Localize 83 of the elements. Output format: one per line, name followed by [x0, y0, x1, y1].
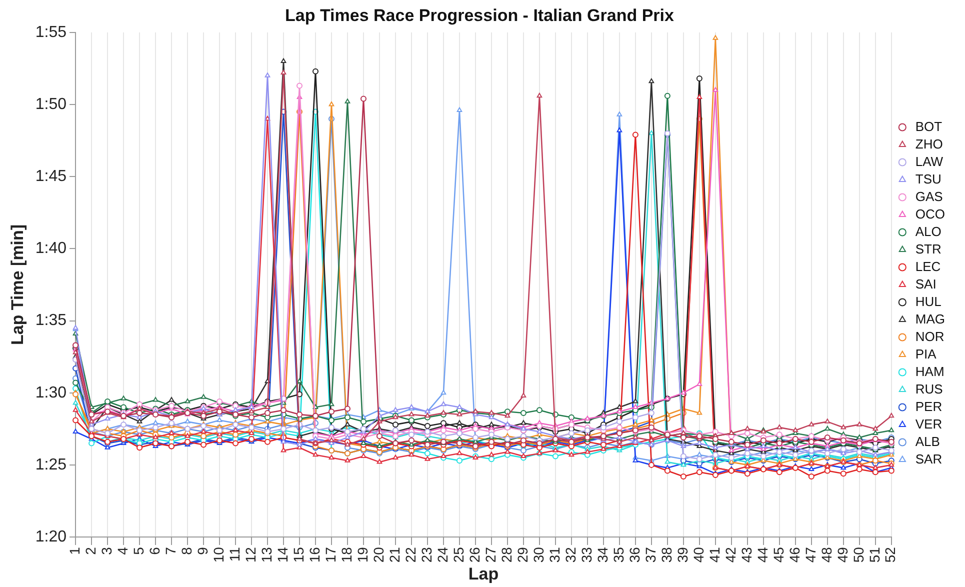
y-tick-label: 1:20: [35, 528, 67, 546]
x-tick-label: 47: [802, 546, 818, 563]
x-tick-label: 44: [754, 546, 770, 563]
legend-label: VER: [915, 416, 942, 432]
x-tick-label: 25: [450, 546, 466, 563]
x-tick-label: 16: [306, 546, 322, 563]
legend-label: HUL: [915, 294, 942, 309]
x-tick-label: 33: [578, 546, 594, 563]
x-tick-label: 49: [834, 546, 850, 563]
y-tick-label: 1:45: [35, 168, 67, 185]
legend-label: LAW: [915, 154, 944, 169]
legend-label: PIA: [915, 346, 937, 362]
x-tick-label: 48: [818, 546, 834, 563]
legend-label: NOR: [915, 328, 944, 344]
x-tick-label: 46: [786, 546, 802, 563]
legend-label: RUS: [915, 381, 944, 396]
legend-label: SAI: [915, 276, 936, 292]
x-tick-label: 9: [194, 546, 210, 555]
x-tick-label: 29: [514, 546, 530, 563]
legend-label: ZHO: [915, 136, 943, 152]
x-tick-label: 19: [354, 546, 370, 563]
legend-label: ALO: [915, 224, 942, 239]
y-tick-label: 1:50: [35, 96, 67, 113]
x-tick-label: 2: [82, 546, 98, 555]
x-tick-label: 20: [370, 546, 386, 563]
x-tick-label: 6: [146, 546, 162, 555]
y-axis-title: Lap Time [min]: [8, 224, 27, 346]
x-tick-label: 4: [114, 546, 130, 555]
legend-label: BOT: [915, 118, 942, 134]
x-tick-label: 35: [610, 546, 626, 563]
x-tick-label: 8: [178, 546, 194, 555]
legend-label: STR: [915, 241, 942, 256]
x-tick-label: 52: [882, 546, 898, 563]
y-tick-label: 1:40: [35, 240, 67, 258]
x-tick-label: 13: [258, 546, 274, 563]
x-tick-label: 50: [850, 546, 866, 563]
x-tick-label: 12: [242, 546, 258, 563]
x-tick-label: 30: [530, 546, 546, 563]
y-tick-label: 1:55: [35, 24, 67, 41]
x-tick-label: 1: [66, 546, 82, 555]
legend-label: ALB: [915, 434, 940, 449]
x-tick-label: 43: [738, 546, 754, 563]
y-tick-label: 1:30: [35, 384, 67, 402]
x-tick-label: 45: [770, 546, 786, 563]
x-tick-label: 24: [434, 546, 450, 563]
x-tick-label: 51: [866, 546, 882, 563]
x-tick-label: 11: [226, 546, 242, 562]
legend-label: MAG: [915, 311, 946, 326]
x-tick-label: 10: [210, 546, 226, 563]
chart-title: Lap Times Race Progression - Italian Grand Prix: [285, 6, 674, 25]
x-tick-label: 37: [642, 546, 658, 563]
x-tick-label: 17: [322, 546, 338, 563]
legend-label: OCO: [915, 206, 946, 222]
x-tick-label: 32: [562, 546, 578, 563]
x-tick-label: 3: [98, 546, 114, 555]
x-tick-label: 22: [402, 546, 418, 563]
x-tick-label: 7: [162, 546, 178, 555]
x-tick-label: 39: [674, 546, 690, 563]
x-tick-label: 21: [386, 546, 402, 563]
legend-label: SAR: [915, 451, 942, 466]
y-tick-label: 1:35: [35, 312, 67, 330]
x-tick-label: 18: [338, 546, 354, 563]
x-tick-label: 31: [546, 546, 562, 563]
x-tick-label: 27: [482, 546, 498, 563]
legend-label: GAS: [915, 188, 944, 204]
legend-label: TSU: [915, 171, 942, 186]
x-tick-label: 15: [290, 546, 306, 563]
x-tick-label: 36: [626, 546, 642, 563]
x-tick-label: 28: [498, 546, 514, 563]
legend-label: PER: [915, 398, 942, 414]
x-tick-label: 14: [274, 546, 290, 563]
x-tick-label: 34: [594, 546, 610, 563]
x-tick-label: 42: [722, 546, 738, 563]
x-tick-label: 5: [130, 546, 146, 555]
x-tick-label: 38: [658, 546, 674, 563]
legend-label: HAM: [915, 364, 944, 379]
x-tick-label: 26: [466, 546, 482, 563]
legend-label: LEC: [915, 258, 941, 274]
x-tick-label: 23: [418, 546, 434, 563]
x-tick-label: 41: [706, 546, 722, 563]
y-tick-label: 1:25: [35, 456, 67, 474]
x-tick-label: 40: [690, 546, 706, 563]
x-axis-title: Lap: [468, 564, 499, 584]
